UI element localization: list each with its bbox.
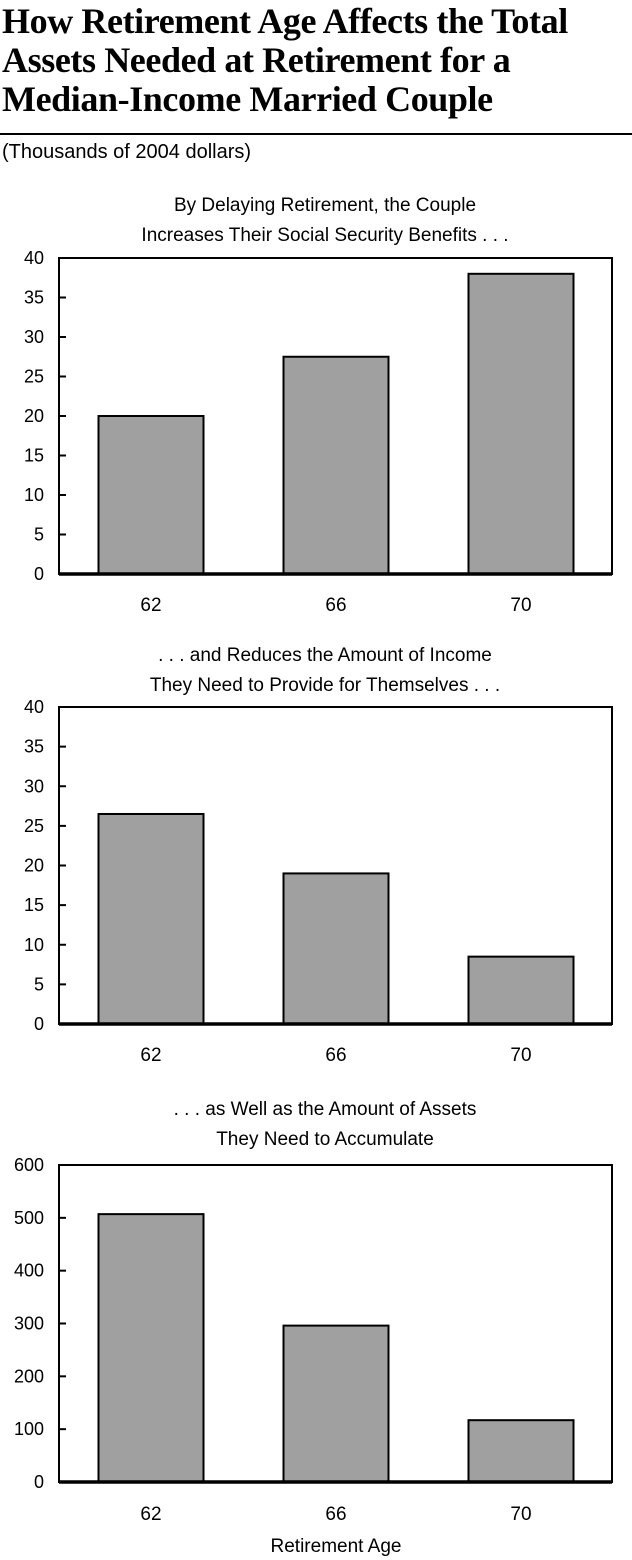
chart-2-ytick-label-15: 15 (24, 895, 44, 915)
chart-3-category-label-66: 66 (325, 1504, 346, 1525)
chart-1-ytick-label-5: 5 (34, 525, 44, 545)
chart-1-title-line-2: Increases Their Social Security Benefits… (141, 225, 508, 246)
chart-1-category-label-66: 66 (325, 595, 346, 616)
chart-1-ytick-label-40: 40 (24, 248, 44, 268)
chart-1-bar-66 (282, 355, 390, 575)
chart-3-ytick-label-0: 0 (34, 1472, 44, 1492)
chart-1-ytick-label-15: 15 (24, 446, 44, 466)
page-title: How Retirement Age Affects the Total Ass… (2, 1, 568, 119)
chart-1-ytick-label-35: 35 (24, 288, 44, 308)
chart-3-ytick-label-300: 300 (14, 1314, 44, 1334)
chart-3-category-label-70: 70 (510, 1504, 531, 1525)
chart-3-category-label-62: 62 (140, 1504, 161, 1525)
chart-1-ytick-label-25: 25 (24, 367, 44, 387)
chart-1-ytick-label-20: 20 (24, 406, 44, 426)
chart-2-category-label-70: 70 (510, 1045, 531, 1066)
chart-2-ytick-label-20: 20 (24, 856, 44, 876)
chart-2-ytick-label-30: 30 (24, 776, 44, 796)
chart-2-bar-66 (282, 872, 390, 1025)
chart-3-ytick-label-200: 200 (14, 1366, 44, 1386)
chart-1-bar-70 (467, 272, 575, 575)
chart-2-ytick-label-25: 25 (24, 816, 44, 836)
chart-2-ytick-label-10: 10 (24, 935, 44, 955)
chart-1-ytick-label-0: 0 (34, 564, 44, 584)
chart-2-category-label-62: 62 (140, 1045, 161, 1066)
chart-2-ytick-label-40: 40 (24, 697, 44, 717)
chart-3-bar-70 (467, 1419, 575, 1484)
chart-2-title-line-1: . . . and Reduces the Amount of Income (158, 645, 492, 666)
chart-2-title-line-2: They Need to Provide for Themselves . . … (150, 675, 500, 696)
chart-2-ytick-label-35: 35 (24, 737, 44, 757)
chart-3-title-line-1: . . . as Well as the Amount of Assets (174, 1099, 477, 1120)
chart-3-bar-62 (97, 1213, 205, 1483)
chart-1-bar-62 (97, 415, 205, 575)
chart-1-title-line-1: By Delaying Retirement, the Couple (174, 195, 476, 216)
chart-3-ytick-label-100: 100 (14, 1419, 44, 1439)
chart-2-bar-62 (97, 812, 205, 1025)
chart-3-x-axis-label: Retirement Age (271, 1536, 402, 1557)
chart-1-ytick-label-10: 10 (24, 485, 44, 505)
chart-2-category-label-66: 66 (325, 1045, 346, 1066)
chart-2-ytick-label-0: 0 (34, 1014, 44, 1034)
chart-2-bar-70 (467, 955, 575, 1026)
chart-3-bar-66 (282, 1324, 390, 1483)
chart-3-ytick-label-400: 400 (14, 1261, 44, 1281)
chart-3-title-line-2: They Need to Accumulate (216, 1129, 434, 1150)
chart-1-category-label-62: 62 (140, 595, 161, 616)
units-subtitle: (Thousands of 2004 dollars) (2, 141, 252, 163)
chart-3-ytick-label-600: 600 (14, 1155, 44, 1175)
chart-3-ytick-label-500: 500 (14, 1208, 44, 1228)
title-rule (0, 133, 632, 135)
chart-1-category-label-70: 70 (510, 595, 531, 616)
chart-1-ytick-label-30: 30 (24, 327, 44, 347)
chart-2-ytick-label-5: 5 (34, 974, 44, 994)
